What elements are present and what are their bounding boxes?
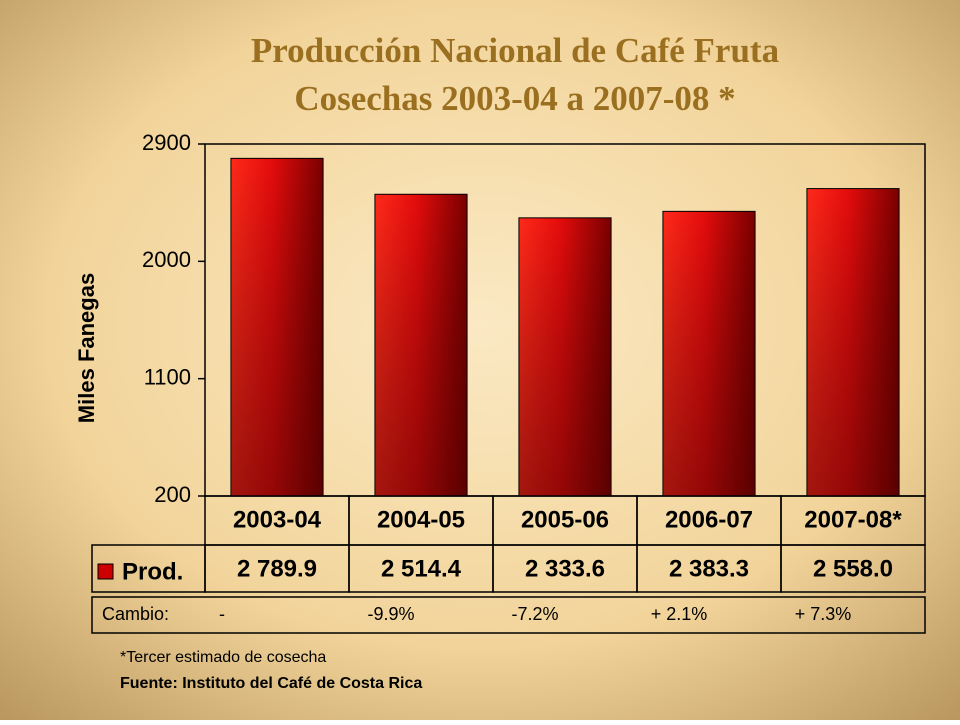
value-label: 2 514.4 xyxy=(381,555,462,582)
value-label: 2 789.9 xyxy=(237,555,317,582)
value-label: 2 333.6 xyxy=(525,555,605,582)
x-tick-label: 2004-05 xyxy=(377,506,465,533)
table-cell xyxy=(780,544,926,593)
change-value: -7.2% xyxy=(511,604,558,624)
y-axis-label: Miles Fanegas xyxy=(74,273,99,423)
bar-shade xyxy=(662,211,756,496)
note: *Tercer estimado de cosecha xyxy=(120,649,326,666)
y-tick-label: 2000 xyxy=(142,247,191,272)
change-label: Cambio: xyxy=(102,604,169,624)
title-line-2: Cosechas 2003-04 a 2007-08 * xyxy=(294,79,735,118)
x-tick-label: 2003-04 xyxy=(233,506,322,533)
change-box xyxy=(91,596,926,634)
bar-shade xyxy=(806,188,900,496)
legend-label: Prod. xyxy=(122,558,183,585)
x-tick-label: 2007-08* xyxy=(804,506,902,533)
bar-shade xyxy=(518,217,612,496)
bar-shade xyxy=(374,194,468,496)
value-label: 2 383.3 xyxy=(669,555,749,582)
bar-shade xyxy=(230,158,324,497)
change-value: + 2.1% xyxy=(651,604,708,624)
x-tick-label: 2005-06 xyxy=(521,506,609,533)
title-line-1: Producción Nacional de Café Fruta xyxy=(251,31,779,70)
change-value: - xyxy=(219,604,225,624)
change-value: + 7.3% xyxy=(795,604,852,624)
legend-swatch xyxy=(97,563,114,580)
y-tick-label: 2900 xyxy=(142,130,191,155)
y-tick-label: 200 xyxy=(154,482,191,507)
source: Fuente: Instituto del Café de Costa Rica xyxy=(120,675,422,692)
y-tick-label: 1100 xyxy=(144,364,191,389)
change-value: -9.9% xyxy=(367,604,414,624)
x-tick-label: 2006-07 xyxy=(665,506,753,533)
value-label: 2 558.0 xyxy=(813,555,893,582)
